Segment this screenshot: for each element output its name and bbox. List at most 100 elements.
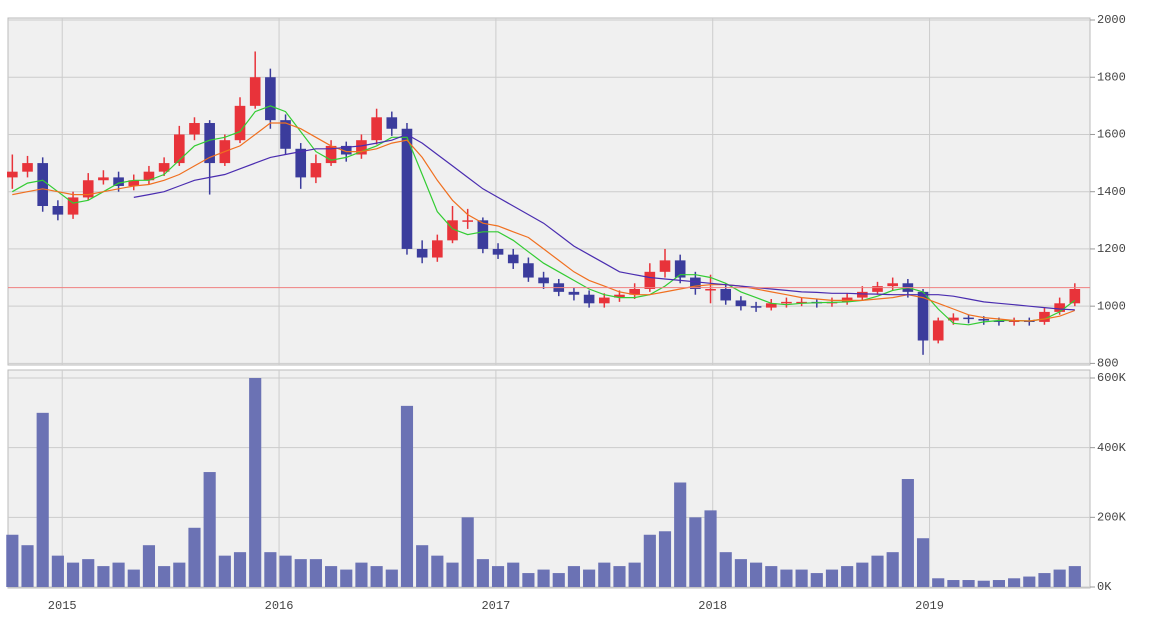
candle-body <box>249 77 261 106</box>
candle-body <box>265 77 276 121</box>
candle-body <box>67 197 79 215</box>
volume-bar <box>233 552 247 587</box>
y-tick-label: 1600 <box>1097 128 1126 142</box>
candle-body <box>1039 311 1050 322</box>
y-tick-label: 800 <box>1097 357 1119 371</box>
candle-body <box>143 171 155 181</box>
candle-body <box>857 291 868 298</box>
candle-body <box>158 163 170 172</box>
volume-bar <box>1038 573 1051 587</box>
candle-body <box>37 163 49 207</box>
candle-body <box>507 254 519 264</box>
candle-body <box>538 277 549 284</box>
candle-body <box>22 163 33 172</box>
candle-body <box>720 288 732 301</box>
y-tick-label: 1200 <box>1097 242 1126 256</box>
candle-body <box>189 123 200 135</box>
volume-bar <box>173 562 186 587</box>
volume-bar <box>932 578 945 587</box>
candle-body <box>629 288 640 295</box>
candle-body <box>978 319 990 321</box>
moving-average-line <box>12 105 1076 326</box>
volume-bar <box>901 479 914 587</box>
volume-bar <box>750 562 763 587</box>
volume-bar <box>416 545 429 587</box>
volume-bar <box>643 534 656 587</box>
volume-bar <box>461 517 474 587</box>
volume-bar <box>340 569 353 587</box>
candle-body <box>371 117 382 141</box>
candle-body <box>128 180 140 186</box>
volume-bar <box>674 482 687 587</box>
candle-body <box>295 148 307 178</box>
volume-bar <box>82 559 95 587</box>
candle-body <box>841 297 853 302</box>
volume-bar <box>309 559 322 587</box>
candle-body <box>765 303 777 308</box>
volume-bar <box>734 559 747 587</box>
volume-bar <box>249 378 262 587</box>
volume-bar <box>355 562 368 587</box>
candle-body <box>644 271 656 289</box>
y-tick-label: 600K <box>1097 371 1127 385</box>
x-tick-label: 2016 <box>265 599 294 613</box>
volume-bar <box>841 566 854 587</box>
candle-body <box>614 294 625 298</box>
volume-bar <box>142 545 156 587</box>
volume-bar <box>127 569 140 587</box>
y-tick-label: 1800 <box>1097 70 1126 84</box>
volume-bar <box>264 552 277 587</box>
candle-body <box>310 163 322 178</box>
candle-body <box>1054 303 1065 312</box>
candle-body <box>477 220 489 249</box>
candle-body <box>993 320 1005 322</box>
candle-body <box>932 320 944 341</box>
candle-body <box>568 291 580 295</box>
y-tick-label: 1000 <box>1097 299 1126 313</box>
x-tick-label: 2015 <box>48 599 77 613</box>
candle-body <box>447 220 458 241</box>
candle-body <box>887 283 898 287</box>
candle-body <box>234 105 246 141</box>
candle-body <box>750 306 762 308</box>
y-tick-label: 400K <box>1097 441 1127 455</box>
candle-body <box>917 291 929 341</box>
volume-bar <box>21 545 34 587</box>
volume-bar <box>446 562 459 587</box>
candle-body <box>280 120 291 149</box>
candle-body <box>7 171 18 178</box>
volume-bar <box>279 555 292 587</box>
volume-bar <box>1008 578 1021 587</box>
volume-bar <box>658 531 672 587</box>
volume-bar <box>689 517 702 587</box>
volume-bar <box>158 566 171 587</box>
volume-bar <box>825 569 839 587</box>
volume-bar <box>537 569 550 587</box>
candle-body <box>340 145 352 155</box>
volume-bar <box>431 555 444 587</box>
volume-bar <box>916 538 930 587</box>
volume-bar <box>598 562 611 587</box>
volume-bar <box>36 412 49 587</box>
candle-body <box>52 206 64 215</box>
volume-bar <box>962 580 975 587</box>
candle-body <box>1008 320 1020 322</box>
volume-bar <box>370 566 383 587</box>
volume-bar <box>325 566 338 587</box>
volume-bar <box>97 566 110 587</box>
x-tick-label: 2018 <box>698 599 727 613</box>
volume-bar <box>112 562 125 587</box>
candle-body <box>705 288 716 291</box>
x-tick-label: 2019 <box>915 599 944 613</box>
volume-bar <box>704 510 717 587</box>
volume-bar <box>491 566 505 587</box>
candle-body <box>325 145 337 164</box>
volume-bar <box>1023 576 1036 587</box>
volume-bar <box>1053 569 1066 587</box>
candle-body <box>432 240 443 258</box>
candle-body <box>401 128 413 249</box>
candle-body <box>963 317 974 320</box>
x-tick-label: 2017 <box>481 599 510 613</box>
candle-body <box>659 260 671 272</box>
volume-bar <box>218 555 231 587</box>
